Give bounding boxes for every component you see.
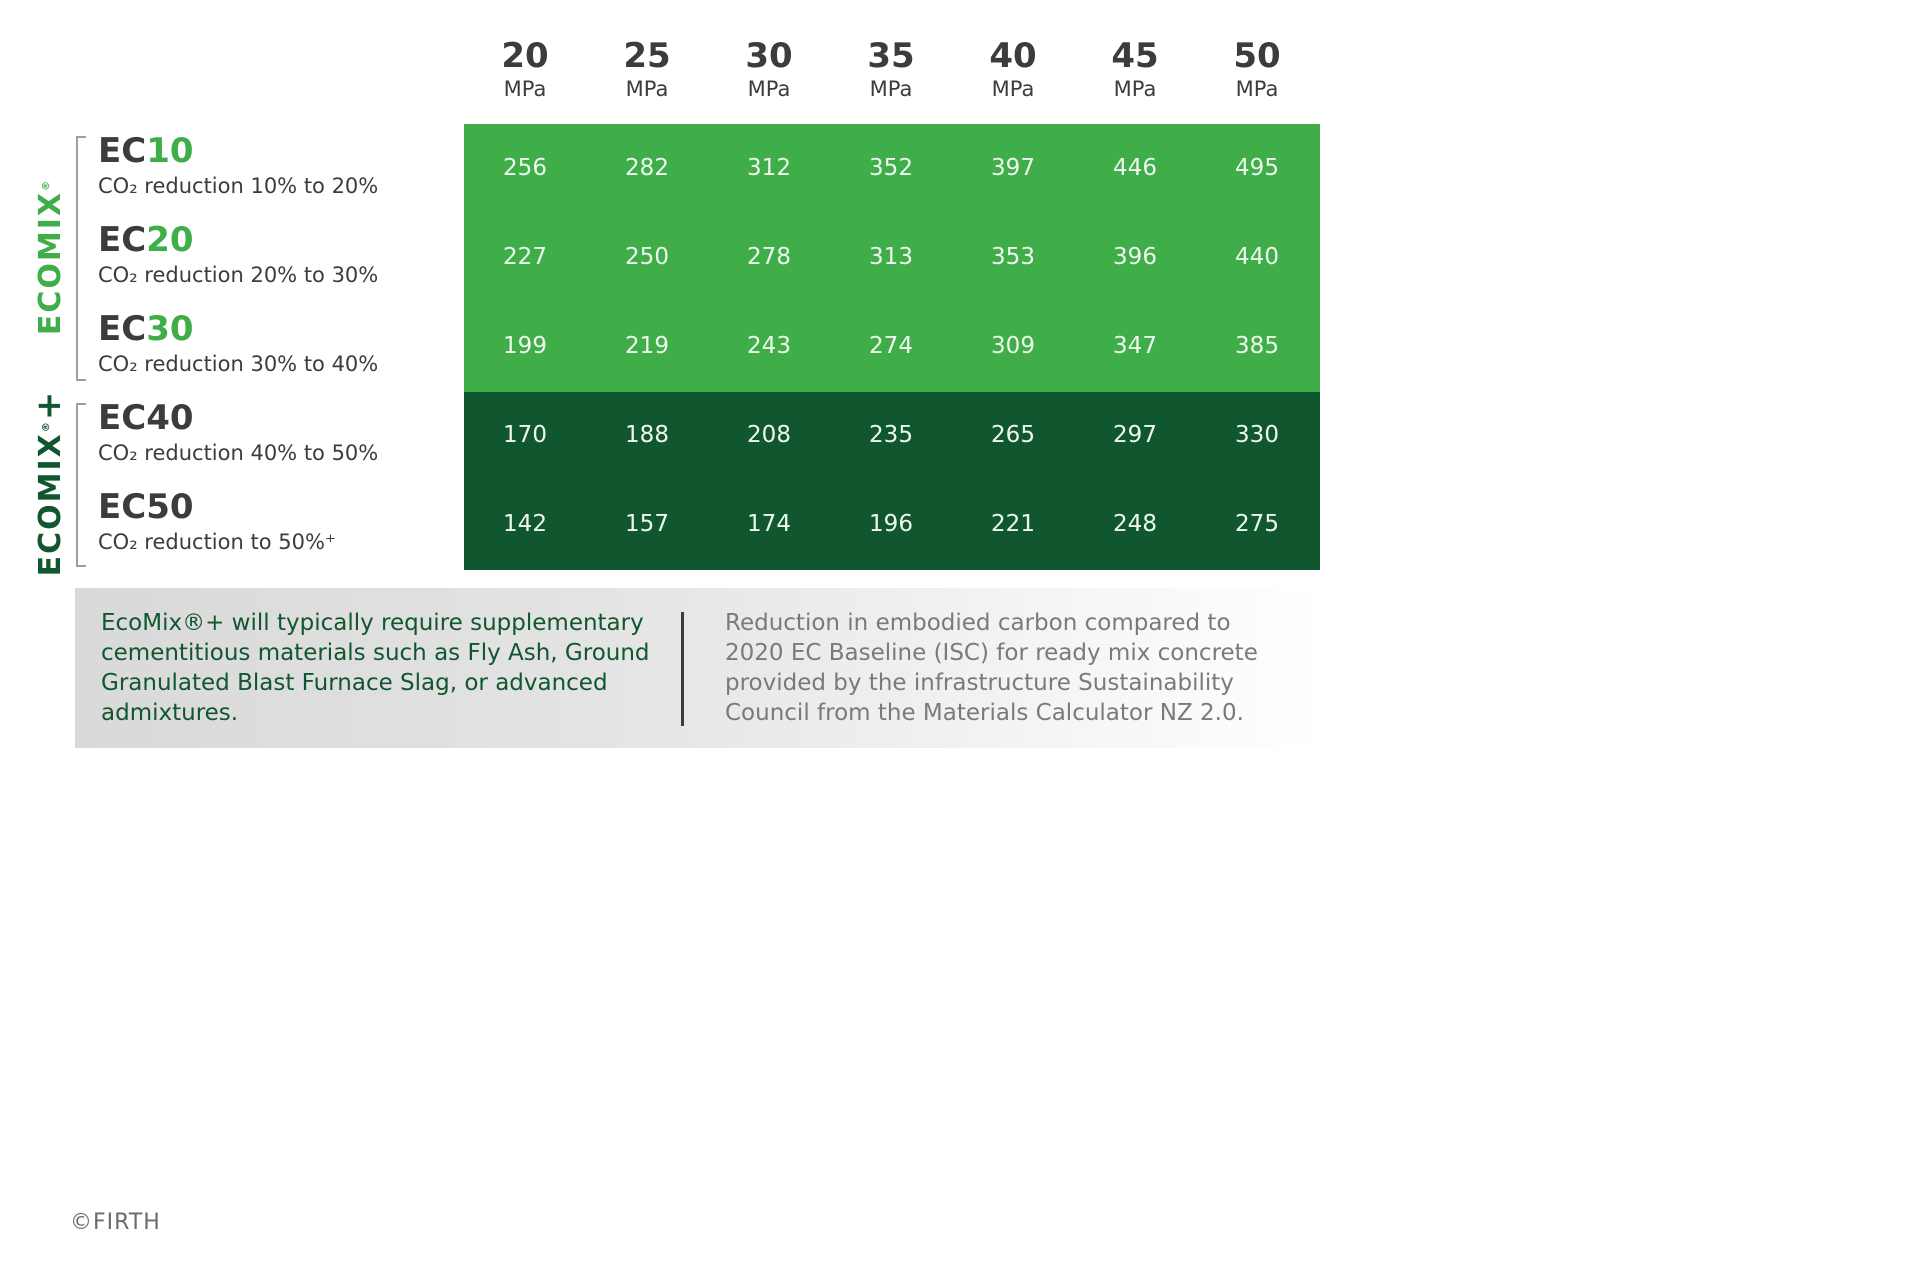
value-cell-ec20-50: 440 (1235, 244, 1279, 270)
value-cell-ec10-45: 446 (1113, 155, 1157, 181)
value-cell-ec50-45: 248 (1113, 511, 1157, 537)
row-code-number: 10 (146, 131, 194, 171)
row-code: EC50 (98, 489, 336, 525)
ecomix-values-block (464, 124, 1320, 392)
value-cell-ec30-45: 347 (1113, 333, 1157, 359)
value-cell-ec20-30: 278 (747, 244, 791, 270)
value-cell-ec40-35: 235 (869, 422, 913, 448)
value-cell-ec20-45: 396 (1113, 244, 1157, 270)
value-cell-ec50-20: 142 (503, 511, 547, 537)
registered-mark: ® (41, 420, 52, 433)
value-cell-ec20-40: 353 (991, 244, 1035, 270)
row-description: CO₂ reduction 40% to 50% (98, 441, 379, 465)
value-cell-ec50-35: 196 (869, 511, 913, 537)
group-name: ECOMIX (33, 190, 68, 335)
ecomix-plus-values-block (464, 392, 1320, 570)
column-unit: MPa (991, 77, 1035, 101)
column-header-50: 50 MPa (1196, 38, 1318, 104)
column-strength: 35 (867, 36, 915, 76)
column-strength: 30 (745, 36, 793, 76)
row-code: EC30 (98, 311, 378, 347)
column-unit: MPa (625, 77, 669, 101)
row-description: CO₂ reduction 30% to 40% (98, 352, 379, 376)
value-cell-ec10-30: 312 (747, 155, 791, 181)
value-cell-ec40-20: 170 (503, 422, 547, 448)
group-name: ECOMIX (33, 432, 68, 577)
column-unit: MPa (869, 77, 913, 101)
registered-mark: ® (41, 178, 52, 191)
value-cell-ec30-35: 274 (869, 333, 913, 359)
note-supplementary-materials: EcoMix®+ will typically require suppleme… (101, 610, 650, 726)
column-header-35: 35 MPa (830, 38, 952, 104)
row-code-prefix: EC (98, 220, 147, 260)
column-strength: 45 (1111, 36, 1159, 76)
value-cell-ec10-35: 352 (869, 155, 913, 181)
value-cell-ec10-20: 256 (503, 155, 547, 181)
value-cell-ec50-40: 221 (991, 511, 1035, 537)
row-code-number: 50 (146, 487, 194, 527)
column-header-30: 30 MPa (708, 38, 830, 104)
column-unit: MPa (747, 77, 791, 101)
value-cell-ec40-50: 330 (1235, 422, 1279, 448)
row-label-ec20: EC20 CO₂ reduction 20% to 30% (98, 222, 378, 290)
row-label-ec30: EC30 CO₂ reduction 30% to 40% (98, 311, 378, 379)
column-unit: MPa (1113, 77, 1157, 101)
ecomix-group-label: ECOMIX® (29, 162, 68, 352)
row-code-prefix: EC (98, 398, 147, 438)
group-bracket-0 (76, 136, 86, 381)
row-code: EC40 (98, 400, 378, 436)
value-cell-ec40-45: 297 (1113, 422, 1157, 448)
group-bracket-1 (76, 403, 86, 567)
group-suffix: + (29, 389, 69, 421)
row-code: EC10 (98, 133, 378, 169)
value-cell-ec50-30: 174 (747, 511, 791, 537)
value-cell-ec40-40: 265 (991, 422, 1035, 448)
value-cell-ec20-35: 313 (869, 244, 913, 270)
column-header-45: 45 MPa (1074, 38, 1196, 104)
column-header-40: 40 MPa (952, 38, 1074, 104)
column-unit: MPa (503, 77, 547, 101)
row-description: CO₂ reduction 10% to 20% (98, 174, 379, 198)
row-label-ec10: EC10 CO₂ reduction 10% to 20% (98, 133, 378, 201)
column-strength: 40 (989, 36, 1037, 76)
value-cell-ec50-50: 275 (1235, 511, 1279, 537)
row-code-number: 20 (146, 220, 194, 260)
notes-box: EcoMix®+ will typically require suppleme… (75, 588, 1320, 748)
value-cell-ec30-50: 385 (1235, 333, 1279, 359)
row-code-prefix: EC (98, 309, 147, 349)
value-cell-ec50-25: 157 (625, 511, 669, 537)
column-header-20: 20 MPa (464, 38, 586, 104)
value-cell-ec30-30: 243 (747, 333, 791, 359)
value-cell-ec40-30: 208 (747, 422, 791, 448)
row-description: CO₂ reduction to 50%⁺ (98, 530, 336, 554)
ecomix-plus-group-label: ECOMIX®+ (29, 388, 69, 578)
notes-divider (681, 612, 684, 726)
copyright-footer: ©FIRTH (70, 1210, 161, 1235)
note-embodied-carbon-baseline: Reduction in embodied carbon compared to… (725, 610, 1258, 726)
value-cell-ec10-25: 282 (625, 155, 669, 181)
row-label-ec50: EC50 CO₂ reduction to 50%⁺ (98, 489, 336, 557)
value-cell-ec30-40: 309 (991, 333, 1035, 359)
column-header-25: 25 MPa (586, 38, 708, 104)
value-cell-ec30-25: 219 (625, 333, 669, 359)
value-cell-ec40-25: 188 (625, 422, 669, 448)
row-description: CO₂ reduction 20% to 30% (98, 263, 379, 287)
value-cell-ec20-25: 250 (625, 244, 669, 270)
value-cell-ec10-40: 397 (991, 155, 1035, 181)
value-cell-ec20-20: 227 (503, 244, 547, 270)
column-unit: MPa (1235, 77, 1279, 101)
row-code-number: 40 (146, 398, 194, 438)
value-cell-ec10-50: 495 (1235, 155, 1279, 181)
column-strength: 50 (1233, 36, 1281, 76)
value-cell-ec30-20: 199 (503, 333, 547, 359)
row-code: EC20 (98, 222, 378, 258)
row-label-ec40: EC40 CO₂ reduction 40% to 50% (98, 400, 378, 468)
row-code-prefix: EC (98, 487, 147, 527)
row-code-number: 30 (146, 309, 194, 349)
column-strength: 25 (623, 36, 671, 76)
column-strength: 20 (501, 36, 549, 76)
row-code-prefix: EC (98, 131, 147, 171)
